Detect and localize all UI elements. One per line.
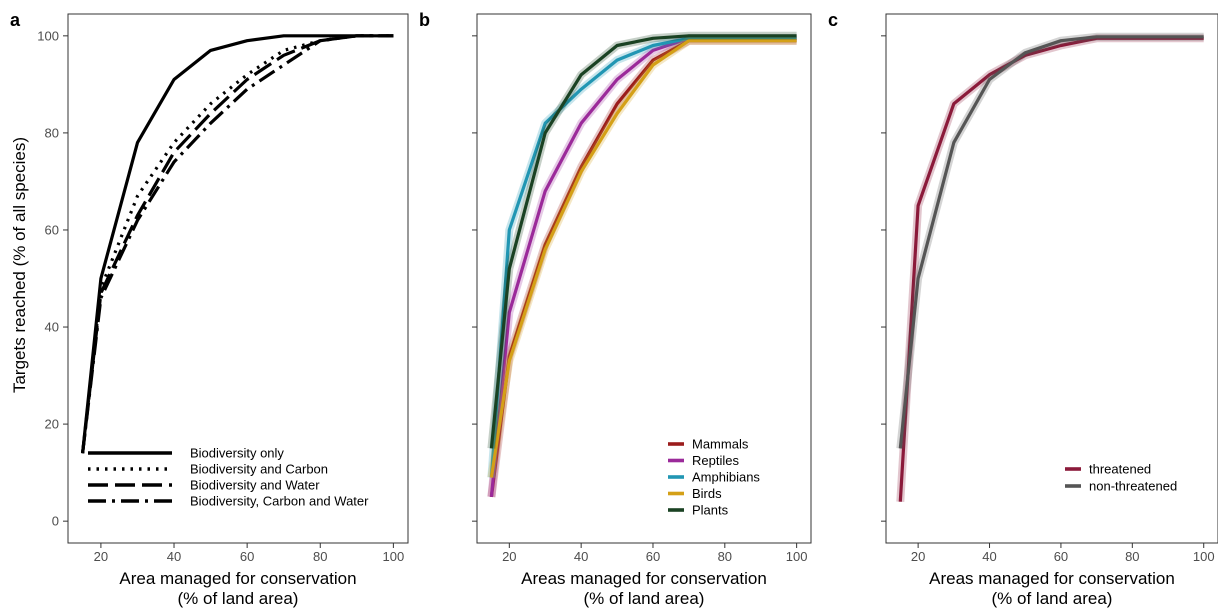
panel-letter: c	[828, 10, 838, 30]
x-tick-label: 100	[1193, 549, 1215, 564]
legend-label-biodiversity-and-carbon: Biodiversity and Carbon	[190, 462, 328, 477]
y-axis-title: Targets reached (% of all species)	[10, 137, 29, 393]
panel-letter: b	[419, 10, 430, 30]
x-tick-label: 100	[383, 549, 405, 564]
legend-label-amphibians: Amphibians	[692, 470, 760, 485]
legend-label-threatened: threatened	[1089, 462, 1151, 477]
x-tick-label: 40	[167, 549, 181, 564]
x-axis-subtitle: (% of land area)	[992, 589, 1113, 608]
panel-c: c 20 40 60 80 100 Areas managed for conservati…	[828, 10, 1218, 608]
x-tick-label: 100	[786, 549, 808, 564]
x-axis-title: Area managed for conservation	[119, 569, 356, 588]
legend-label-reptiles: Reptiles	[692, 453, 739, 468]
x-tick-label: 20	[94, 549, 108, 564]
legend-label-plants: Plants	[692, 503, 729, 518]
series-line-amphibians	[489, 36, 797, 478]
legend-label-biodiversity-carbon-and-water: Biodiversity, Carbon and Water	[190, 494, 369, 509]
x-tick-label: 60	[646, 549, 660, 564]
panel-a: a 20 40 60 80 100 0 20 40 60 80 100 Area managed for…	[10, 10, 409, 608]
series-line-non-threatened	[898, 35, 1204, 449]
y-tick-label: 40	[45, 320, 59, 335]
x-tick-label: 20	[502, 549, 516, 564]
legend-label-birds: Birds	[692, 486, 722, 501]
legend-label-biodiversity-only: Biodiversity only	[190, 446, 284, 461]
y-tick-label: 0	[52, 514, 59, 529]
plot-area	[885, 13, 1218, 544]
plot-area	[67, 13, 409, 544]
series-line-biodiversity-only	[81, 34, 394, 454]
panel-letter: a	[10, 10, 21, 30]
x-tick-label: 40	[982, 549, 996, 564]
x-tick-label: 60	[240, 549, 254, 564]
y-tick-label: 80	[45, 125, 59, 140]
x-tick-label: 80	[313, 549, 327, 564]
x-axis-title: Areas managed for conservation	[929, 569, 1175, 588]
plot-area	[476, 13, 812, 544]
x-axis-subtitle: (% of land area)	[584, 589, 705, 608]
x-axis-subtitle: (% of land area)	[178, 589, 299, 608]
panel-b: b 20 40 60 80 100 Areas managed for conservati…	[419, 10, 812, 608]
x-tick-label: 80	[1125, 549, 1139, 564]
series-line-birds	[489, 39, 797, 478]
x-tick-label: 60	[1054, 549, 1068, 564]
y-tick-label: 100	[37, 28, 59, 43]
x-tick-label: 40	[574, 549, 588, 564]
series-line-biodiversity-carbon-and-water	[81, 34, 394, 454]
y-tick-label: 20	[45, 417, 59, 432]
x-axis-title: Areas managed for conservation	[521, 569, 767, 588]
legend-label-biodiversity-and-water: Biodiversity and Water	[190, 478, 320, 493]
x-tick-label: 80	[718, 549, 732, 564]
x-tick-label: 20	[911, 549, 925, 564]
y-tick-label: 60	[45, 222, 59, 237]
series-line-plants	[489, 34, 797, 449]
legend-label-mammals: Mammals	[692, 437, 749, 452]
legend-label-non-threatened: non-threatened	[1089, 479, 1177, 494]
